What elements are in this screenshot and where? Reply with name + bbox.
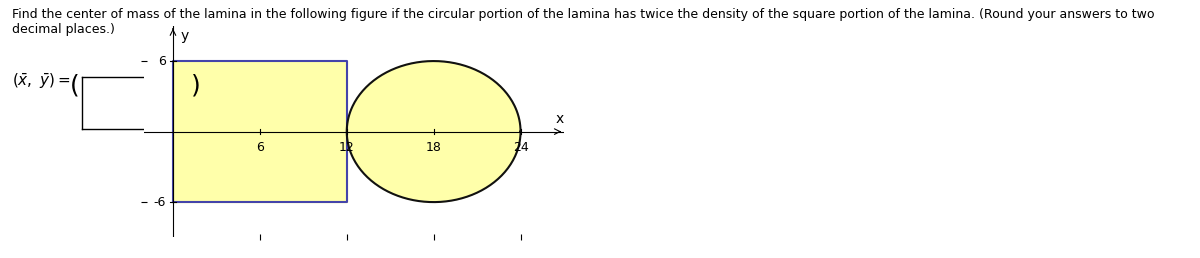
Text: $($: $($ [70,72,79,98]
Text: x: x [556,112,564,126]
Text: $(\bar{x},\ \bar{y})=$: $(\bar{x},\ \bar{y})=$ [12,72,71,91]
Polygon shape [347,61,521,202]
Text: 24: 24 [512,141,528,154]
Text: 12: 12 [338,141,355,154]
Polygon shape [173,61,347,202]
Text: Find the center of mass of the lamina in the following figure if the circular po: Find the center of mass of the lamina in… [12,8,1154,36]
Text: 18: 18 [426,141,442,154]
Text: $)$: $)$ [190,72,199,98]
Text: y: y [180,29,188,43]
Text: 6: 6 [256,141,264,154]
Text: -6: -6 [154,196,166,209]
Text: 6: 6 [158,54,166,68]
